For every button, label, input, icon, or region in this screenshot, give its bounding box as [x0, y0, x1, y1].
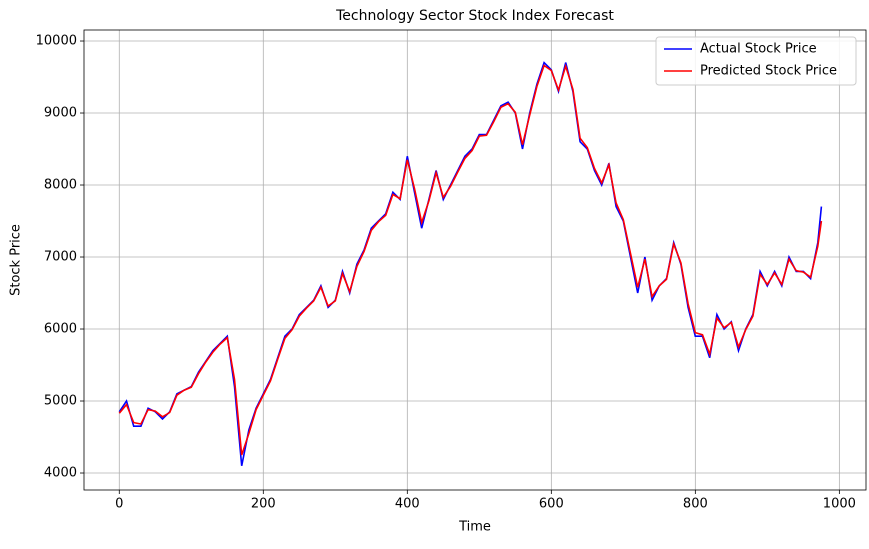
legend: Actual Stock Price Predicted Stock Price — [655, 36, 857, 86]
x-tick-label: 0 — [115, 497, 123, 512]
legend-box — [655, 36, 857, 86]
series-line — [118, 63, 823, 456]
legend-label: Predicted Stock Price — [700, 64, 837, 79]
x-tick-label: 800 — [683, 497, 708, 512]
plot-frame — [83, 29, 867, 491]
x-axis-label: Time — [458, 520, 491, 535]
y-tick-label: 4000 — [44, 466, 77, 481]
y-tick-label: 10000 — [36, 34, 77, 49]
legend-label: Actual Stock Price — [700, 42, 817, 57]
y-tick-label: 6000 — [44, 322, 77, 337]
x-tick-label: 200 — [251, 497, 276, 512]
y-tick-label: 7000 — [44, 250, 77, 265]
x-tick-label: 600 — [539, 497, 564, 512]
series-line — [118, 61, 823, 466]
chart-title: Technology Sector Stock Index Forecast — [335, 8, 614, 24]
y-axis-label: Stock Price — [9, 224, 24, 296]
y-tick-label: 8000 — [44, 178, 77, 193]
x-tick-label: 1000 — [823, 497, 856, 512]
y-tick-label: 9000 — [44, 106, 77, 121]
x-tick-label: 400 — [395, 497, 420, 512]
y-tick-label: 5000 — [44, 394, 77, 409]
